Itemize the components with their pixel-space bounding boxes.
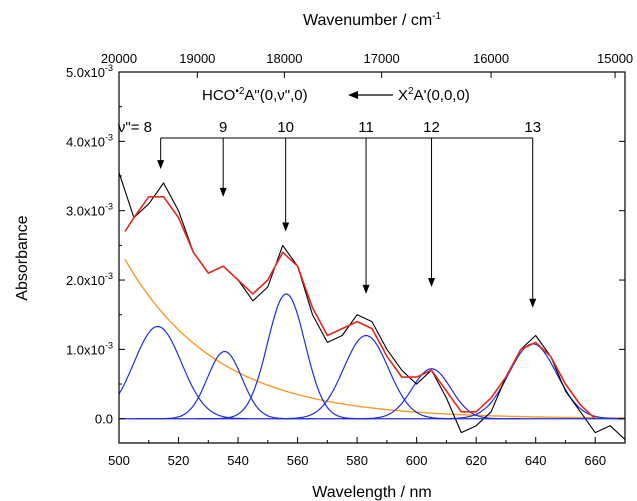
y-tick-label: 5.0x10-3 — [66, 63, 113, 80]
y-axis-label: Absorbance — [14, 215, 31, 300]
y-tick-mantissa: 3.0x10 — [66, 204, 105, 219]
gaussian-component — [119, 327, 247, 419]
top-tick-label: 15000 — [597, 51, 633, 66]
progression-number: 9 — [219, 119, 227, 136]
progression-label: ν"= 8 — [118, 119, 152, 136]
y-tick-label: 1.0x10-3 — [66, 340, 113, 357]
progression-number: 10 — [277, 119, 294, 136]
x-axis-label: Wavelength / nm — [312, 484, 431, 501]
upper-state-label: HCO•2A"(0,ν",0) — [202, 86, 308, 104]
progression-arrowhead — [428, 278, 435, 287]
gaussian-component — [135, 352, 314, 419]
x-tick-label: 540 — [227, 453, 249, 468]
x-tick-label: 660 — [584, 453, 606, 468]
x-tick-label: 560 — [287, 453, 309, 468]
top-axis-label: Wavenumber / cm-1 — [303, 11, 442, 29]
y-tick-mantissa: 5.0x10 — [66, 65, 105, 80]
x-tick-label: 500 — [108, 453, 130, 468]
x-tick-label: 640 — [525, 453, 547, 468]
y-tick-mantissa: 2.0x10 — [66, 273, 105, 288]
y-tick-label: 3.0x10-3 — [66, 202, 113, 219]
y-tick-mantissa: 1.0x10 — [66, 342, 105, 357]
progression-arrowhead — [282, 222, 289, 231]
y-tick-exponent: -3 — [105, 132, 113, 142]
progression-arrowhead — [220, 188, 227, 197]
x-tick-label: 620 — [465, 453, 487, 468]
top-tick-label: 17000 — [364, 51, 400, 66]
transition-arrowhead — [348, 91, 358, 99]
upper-state-part: A"(0,ν",0) — [244, 87, 307, 104]
y-tick-exponent: -3 — [105, 340, 113, 350]
gaussian-component — [277, 336, 456, 419]
lower-state-label: X2A'(0,0,0) — [398, 86, 470, 104]
x-tick-label: 580 — [346, 453, 368, 468]
gaussian-component — [443, 344, 622, 419]
top-tick-label: 18000 — [266, 51, 302, 66]
y-tick-exponent: -3 — [105, 63, 113, 73]
y-tick-mantissa: 0.0 — [95, 412, 113, 427]
progression-arrowhead — [363, 285, 370, 294]
lower-state-part: X — [398, 87, 408, 104]
progression-number: 12 — [423, 119, 440, 136]
progression-arrowhead — [529, 299, 536, 308]
y-tick-label: 4.0x10-3 — [66, 132, 113, 149]
lower-state-part: A'(0,0,0) — [414, 87, 470, 104]
top-tick-label: 19000 — [179, 51, 215, 66]
y-tick-exponent: -3 — [105, 202, 113, 212]
y-tick-exponent: -3 — [105, 271, 113, 281]
y-tick-mantissa: 4.0x10 — [66, 134, 105, 149]
progression-number: 13 — [524, 119, 541, 136]
fit-curve — [125, 197, 595, 419]
absorbance-trace — [119, 173, 625, 440]
y-tick-label: 0.0 — [95, 412, 113, 427]
y-tick-label: 2.0x10-3 — [66, 271, 113, 288]
upper-state-part: HCO — [202, 87, 235, 104]
progression-arrowhead — [157, 160, 164, 169]
top-axis-label-exponent: -1 — [432, 11, 441, 22]
progression-number: 11 — [358, 119, 374, 136]
x-tick-label: 520 — [168, 453, 190, 468]
top-tick-label: 16000 — [473, 51, 509, 66]
x-tick-label: 600 — [406, 453, 428, 468]
